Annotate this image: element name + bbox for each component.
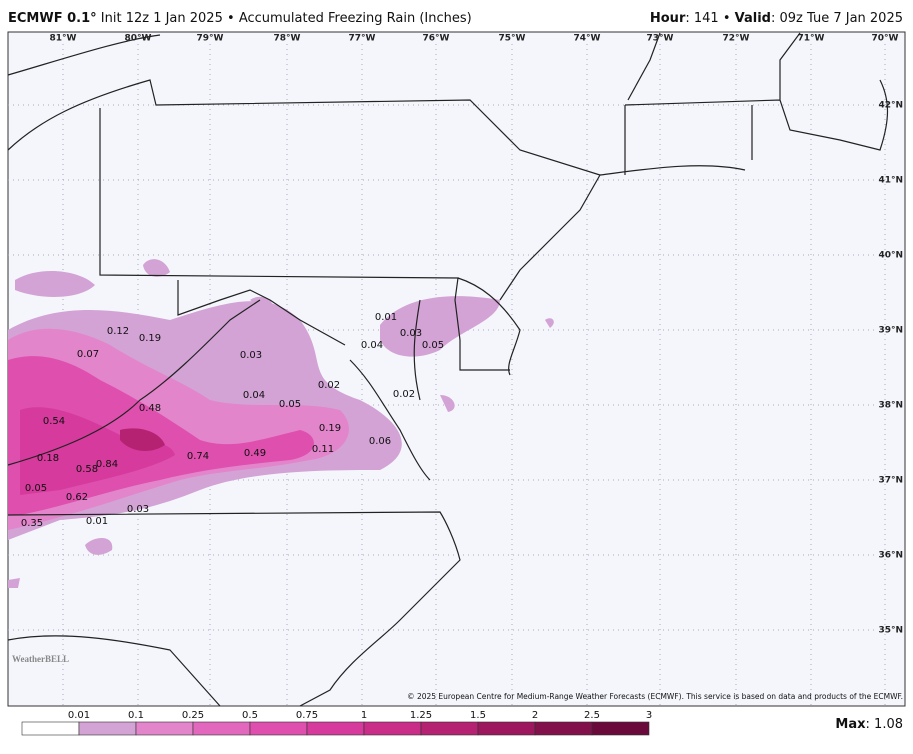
legend-swatch <box>534 721 593 736</box>
value-label: 0.19 <box>319 423 341 434</box>
max-label: Max <box>835 717 866 732</box>
legend-tick: 2.5 <box>584 710 600 721</box>
valid-label: Valid <box>735 11 771 26</box>
value-labels: 0.120.190.07 0.030.010.030.04 0.050.020.04… <box>21 312 444 529</box>
legend-swatch <box>306 721 365 736</box>
legend-tick: 1.25 <box>410 710 432 721</box>
legend-swatch <box>477 721 536 736</box>
legend-swatch <box>192 721 251 736</box>
longitude-label: 78°W <box>274 34 301 44</box>
value-label: 0.84 <box>96 459 118 470</box>
legend-tick: 1.5 <box>470 710 486 721</box>
value-label: 0.01 <box>86 516 108 527</box>
value-label: 0.05 <box>25 483 47 494</box>
precip-fields <box>8 259 554 588</box>
value-label: 0.49 <box>244 448 266 459</box>
value-label: 0.12 <box>107 326 129 337</box>
longitude-label: 79°W <box>197 34 224 44</box>
value-label: 0.54 <box>43 416 65 427</box>
longitude-label: 80°W <box>125 34 152 44</box>
latitude-label: 39°N <box>878 326 903 336</box>
valid-value: : 09z Tue 7 Jan 2025 <box>771 11 903 26</box>
longitude-label: 74°W <box>574 34 601 44</box>
longitude-label: 81°W <box>50 34 77 44</box>
value-label: 0.04 <box>243 390 265 401</box>
value-label: 0.03 <box>240 350 262 361</box>
model: ECMWF 0.1° <box>8 11 97 26</box>
hour-value: : 141 <box>685 11 718 26</box>
legend-tick: 0.01 <box>68 710 90 721</box>
longitude-label: 75°W <box>499 34 526 44</box>
longitude-label: 70°W <box>872 34 899 44</box>
header-right: Hour: 141 • Valid: 09z Tue 7 Jan 2025 <box>650 11 903 26</box>
longitude-label: 72°W <box>723 34 750 44</box>
legend-tick: 2 <box>532 710 538 721</box>
latitude-label: 35°N <box>878 626 903 636</box>
legend-swatch <box>420 721 479 736</box>
latitude-label: 41°N <box>878 176 903 186</box>
legend-swatch <box>78 721 137 736</box>
legend-swatch <box>135 721 194 736</box>
latitude-label: 38°N <box>878 401 903 411</box>
value-label: 0.01 <box>375 312 397 323</box>
value-label: 0.19 <box>139 333 161 344</box>
latitude-labels: 42°N 41°N 40°N 39°N 38°N 37°N 36°N 35°N <box>878 101 903 636</box>
longitude-label: 73°W <box>647 34 674 44</box>
longitude-labels: 81°W 80°W 79°W 78°W 77°W 76°W 75°W 74°W 73°W 72°W… <box>50 34 899 44</box>
latitude-label: 36°N <box>878 551 903 561</box>
legend-swatch <box>21 721 80 736</box>
value-label: 0.03 <box>400 328 422 339</box>
value-label: 0.48 <box>139 403 161 414</box>
max-value: : 1.08 <box>866 717 903 732</box>
legend-swatch <box>591 721 650 736</box>
value-label: 0.02 <box>318 380 340 391</box>
value-label: 0.03 <box>127 504 149 515</box>
copyright: © 2025 European Centre for Medium-Range … <box>407 692 903 701</box>
value-label: 0.35 <box>21 518 43 529</box>
longitude-label: 77°W <box>349 34 376 44</box>
separator: • <box>723 11 731 26</box>
legend-swatch <box>249 721 308 736</box>
value-label: 0.58 <box>76 464 98 475</box>
value-label: 0.06 <box>369 436 391 447</box>
legend-tick: 3 <box>646 710 652 721</box>
hour-label: Hour <box>650 11 686 26</box>
value-label: 0.04 <box>361 340 383 351</box>
max: Max: 1.08 <box>835 717 903 732</box>
legend-tick: 0.1 <box>128 710 144 721</box>
logo: WeatherBELL <box>12 654 69 664</box>
legend: 0.01 0.1 0.25 0.5 0.75 1 1.25 1.5 2 2.5 3 <box>21 710 652 736</box>
value-label: 0.07 <box>77 349 99 360</box>
value-label: 0.62 <box>66 492 88 503</box>
value-label: 0.11 <box>312 444 334 455</box>
separator: • <box>227 11 235 26</box>
legend-tick: 0.25 <box>182 710 204 721</box>
legend-swatch <box>363 721 422 736</box>
header-left: ECMWF 0.1° Init 12z 1 Jan 2025 • Accumul… <box>8 11 472 26</box>
value-label: 0.05 <box>279 399 301 410</box>
longitude-label: 76°W <box>423 34 450 44</box>
latitude-label: 42°N <box>878 101 903 111</box>
value-label: 0.74 <box>187 451 209 462</box>
legend-tick: 0.5 <box>242 710 258 721</box>
value-label: 0.05 <box>422 340 444 351</box>
init: Init 12z 1 Jan 2025 <box>101 11 223 26</box>
legend-tick: 1 <box>361 710 367 721</box>
value-label: 0.18 <box>37 453 59 464</box>
latitude-label: 37°N <box>878 476 903 486</box>
value-label: 0.02 <box>393 389 415 400</box>
boundaries <box>7 32 889 707</box>
latitude-label: 40°N <box>878 251 903 261</box>
legend-tick: 0.75 <box>296 710 318 721</box>
longitude-label: 71°W <box>798 34 825 44</box>
product: Accumulated Freezing Rain (Inches) <box>239 11 472 26</box>
